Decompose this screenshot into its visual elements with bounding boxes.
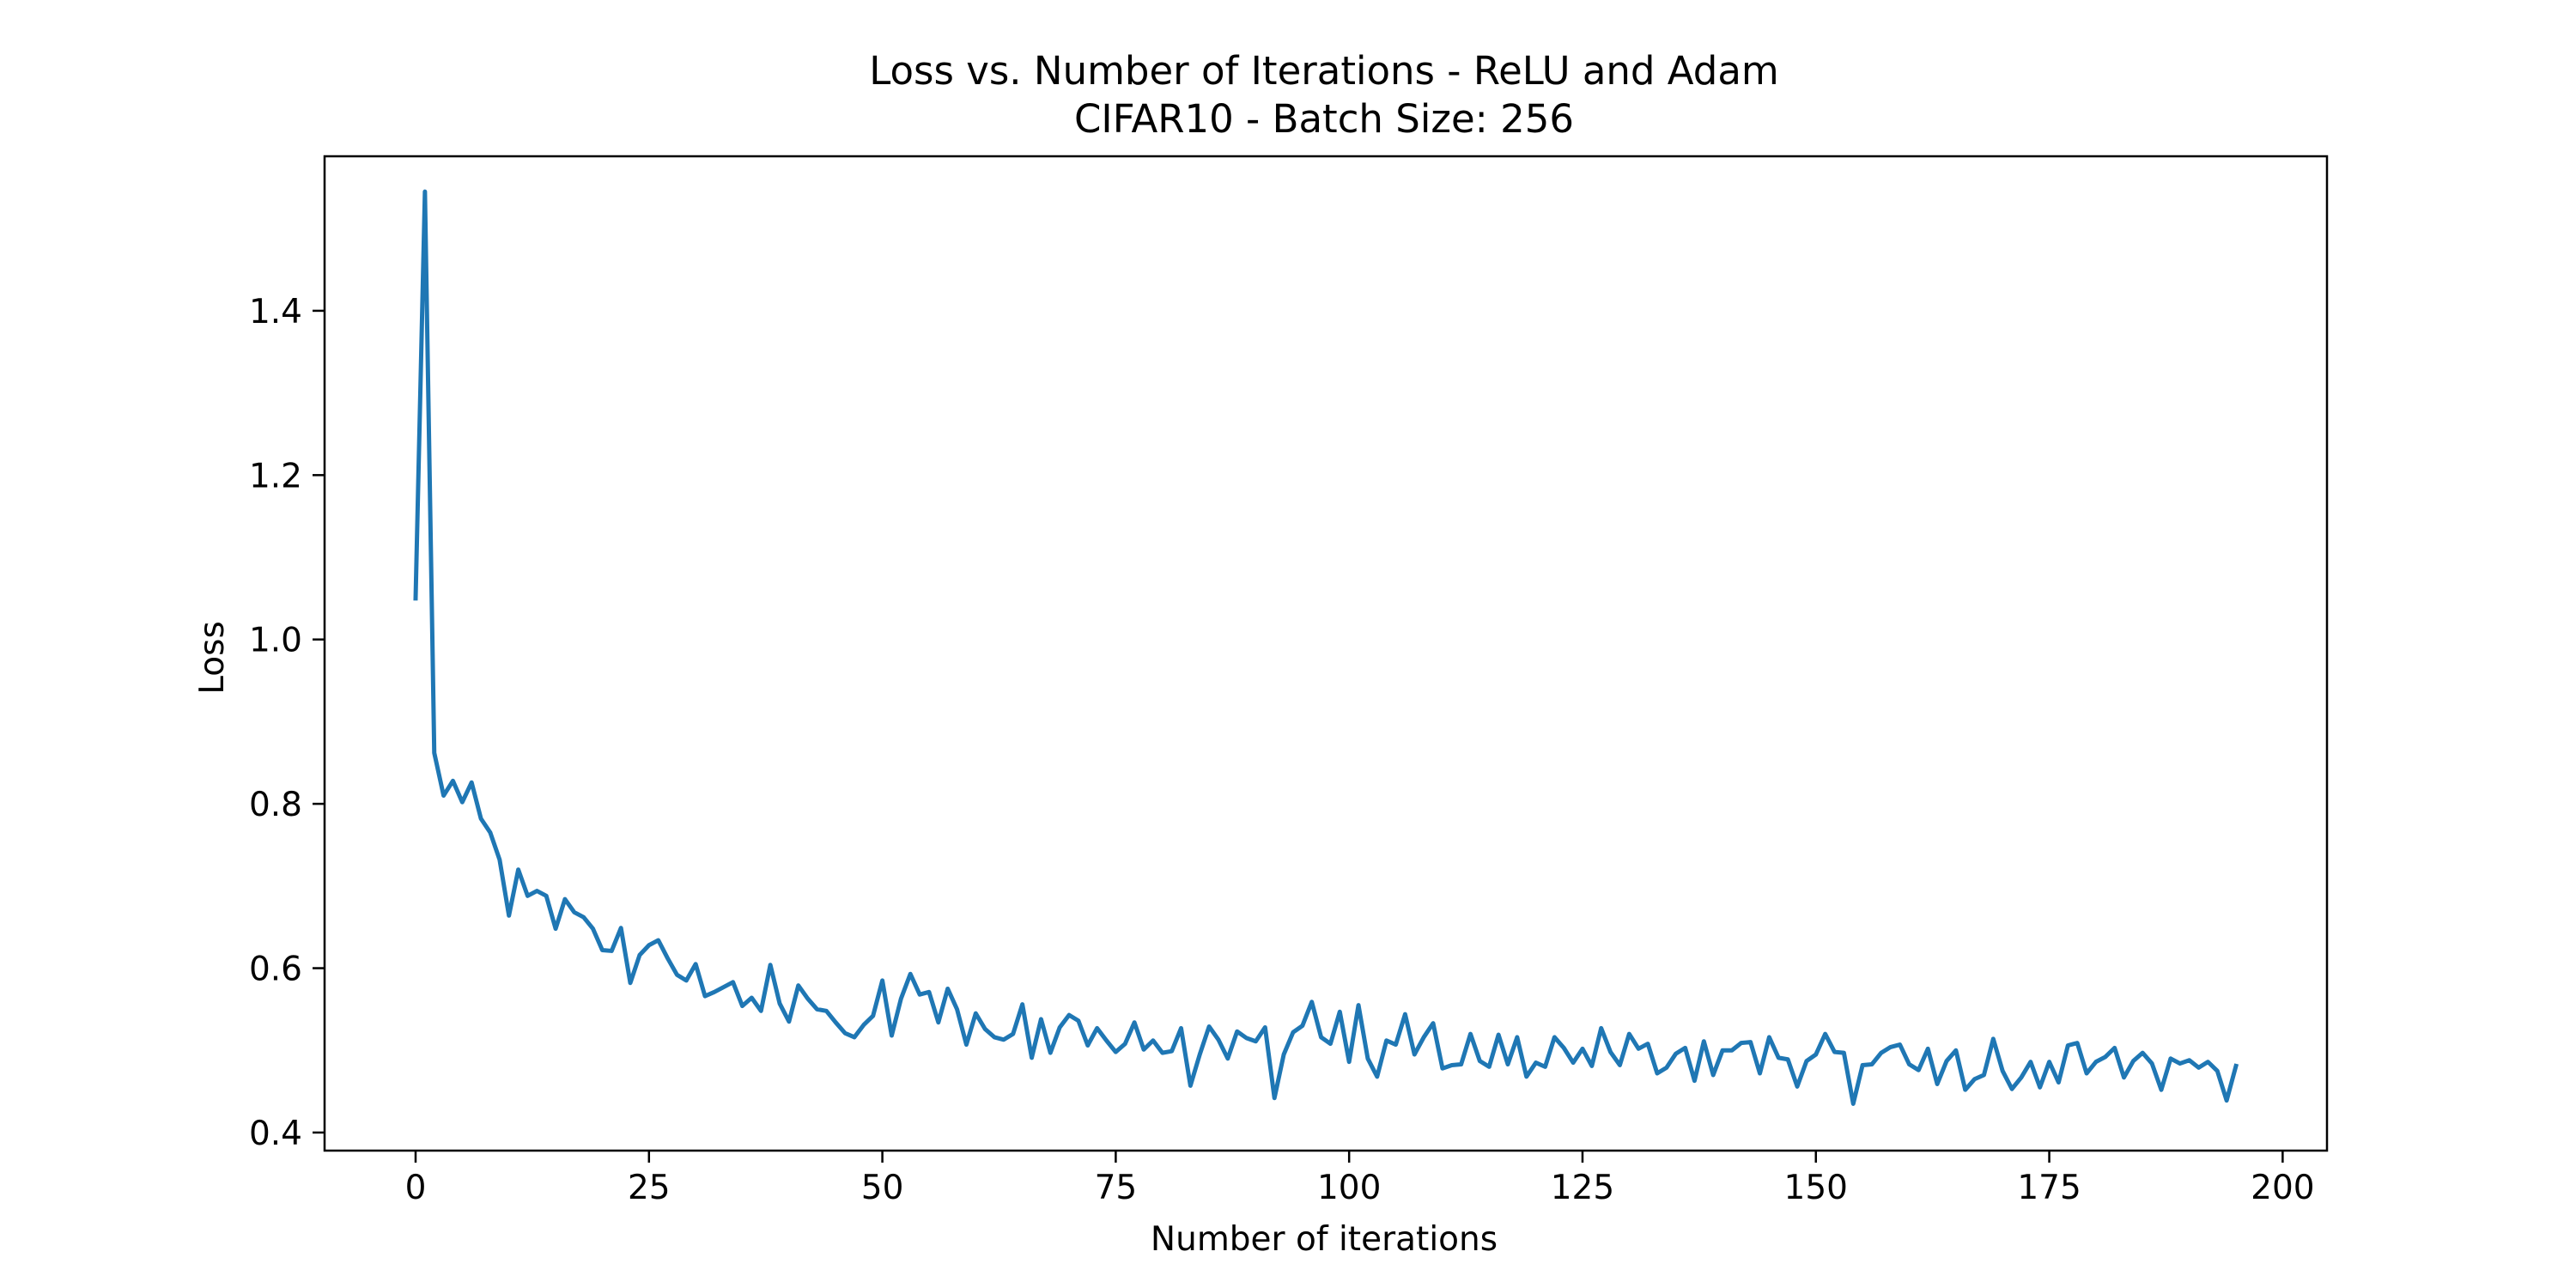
y-tick-label: 0.8 — [249, 786, 302, 824]
x-tick-label: 100 — [1317, 1169, 1381, 1207]
y-tick-label: 0.4 — [249, 1115, 302, 1153]
y-tick-label: 0.6 — [249, 951, 302, 989]
chart-title: Loss vs. Number of Iterations - ReLU and… — [869, 48, 1779, 94]
plot-area-frame — [323, 155, 2329, 1152]
x-tick-label: 200 — [2251, 1169, 2314, 1207]
x-tick-label: 175 — [2017, 1169, 2081, 1207]
y-tick-label: 1.2 — [249, 457, 302, 495]
chart-subtitle: CIFAR10 - Batch Size: 256 — [1074, 96, 1574, 142]
y-axis: 0.4 0.6 0.8 1.0 1.2 1.4 — [249, 293, 325, 1153]
x-tick-label: 150 — [1784, 1169, 1848, 1207]
x-axis: 0 25 50 75 100 125 150 175 200 — [405, 1151, 2315, 1207]
x-tick-label: 75 — [1095, 1169, 1138, 1207]
y-tick-label: 1.0 — [249, 622, 302, 660]
x-tick-label: 0 — [405, 1169, 427, 1207]
y-axis-label: Loss — [193, 621, 232, 695]
x-tick-label: 125 — [1551, 1169, 1614, 1207]
x-tick-label: 25 — [628, 1169, 671, 1207]
x-tick-label: 50 — [861, 1169, 904, 1207]
loss-series-line — [413, 189, 2239, 1106]
x-axis-label: Number of iterations — [1151, 1220, 1498, 1259]
y-tick-label: 1.4 — [249, 293, 302, 331]
